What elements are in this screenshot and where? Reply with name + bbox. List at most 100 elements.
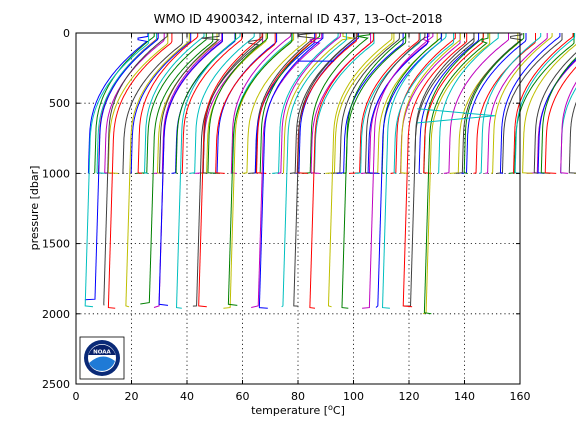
profile-line — [514, 33, 576, 174]
profile-line — [367, 33, 429, 174]
profile-line — [301, 33, 371, 174]
profile-line — [295, 33, 359, 174]
y-tick-labels: 0 500 1000 1500 2000 2500 — [42, 27, 70, 391]
profile-line — [137, 33, 199, 174]
profile-line — [423, 33, 484, 174]
annotations — [298, 60, 496, 124]
profile-line — [96, 33, 157, 174]
profile-line — [443, 33, 509, 174]
profile-line — [87, 33, 149, 174]
profile-line — [159, 33, 221, 174]
profile-line — [122, 33, 183, 174]
profile-line — [381, 33, 447, 309]
profile-line — [181, 33, 243, 174]
profile-line — [192, 33, 261, 307]
profile-line — [423, 33, 489, 315]
profile-line — [129, 33, 192, 174]
profile-line — [107, 33, 173, 309]
profile-line — [198, 33, 263, 308]
profile-line — [143, 33, 205, 174]
profile-line — [103, 33, 168, 306]
profile-line — [496, 33, 563, 174]
profile-line — [104, 33, 165, 174]
profile-line — [272, 33, 339, 174]
profile-line — [258, 33, 324, 309]
y-axis-label: pressure [dbar] — [28, 166, 41, 251]
profile-line — [402, 33, 468, 308]
profile-line — [463, 33, 525, 174]
profile-line — [94, 33, 155, 174]
profile-line — [259, 33, 321, 174]
x-axis-label-suffix: C] — [333, 404, 345, 417]
profile-line — [349, 33, 420, 174]
profile-line — [499, 33, 561, 174]
profile-line — [375, 33, 442, 308]
profile-line — [313, 33, 375, 174]
x-tick-label: 80 — [291, 390, 305, 403]
profile-line — [437, 33, 499, 174]
profile-line — [490, 33, 553, 174]
tick-marks — [75, 32, 521, 385]
y-tick-label: 500 — [49, 97, 70, 110]
profile-line — [537, 58, 576, 174]
profile-line — [422, 33, 491, 315]
profile-line — [251, 33, 323, 308]
profile-line — [485, 33, 548, 174]
profile-line — [508, 33, 575, 174]
profile-line — [207, 33, 268, 174]
profile-line — [364, 33, 426, 174]
profile-line — [283, 33, 353, 174]
y-tick-label: 2500 — [42, 378, 70, 391]
profile-line — [341, 33, 406, 309]
profile-line — [153, 33, 223, 174]
profile-line — [403, 33, 475, 307]
y-tick-label: 1500 — [42, 238, 70, 251]
profile-line — [227, 33, 293, 306]
profile-line — [277, 33, 341, 174]
profile-line — [544, 66, 576, 174]
x-tick-label: 20 — [125, 390, 139, 403]
y-tick-label: 1000 — [42, 167, 70, 180]
x-tick-label: 120 — [399, 390, 420, 403]
profile-line — [135, 33, 207, 174]
profile-line — [479, 33, 542, 174]
x-tick-label: 160 — [510, 390, 531, 403]
profile-line — [328, 33, 393, 308]
profile-line — [560, 81, 576, 174]
profile-line — [255, 33, 317, 174]
profile-line — [158, 33, 223, 306]
x-tick-label: 60 — [236, 390, 250, 403]
profile-line — [533, 52, 576, 174]
profile-line — [309, 33, 374, 309]
profile-line — [84, 33, 159, 301]
plot-area — [76, 33, 520, 384]
profile-line — [455, 33, 523, 174]
y-tick-label: 2000 — [42, 308, 70, 321]
spike-line — [417, 108, 496, 124]
x-axis-label: temperature [oC] — [251, 403, 345, 417]
profile-line — [230, 33, 292, 174]
logo-sky — [88, 344, 116, 355]
x-tick-label: 0 — [73, 390, 80, 403]
logo-wave — [89, 356, 115, 371]
profile-line — [140, 33, 214, 305]
x-tick-label: 40 — [180, 390, 194, 403]
profile-line — [400, 33, 461, 174]
profile-line — [157, 33, 218, 174]
profile-line — [189, 33, 255, 174]
profile-line — [540, 57, 576, 174]
x-tick-labels: 0 20 40 60 80 100 120 140 160 — [73, 390, 531, 403]
profile-line — [125, 33, 190, 308]
profile-line — [84, 33, 150, 308]
profile-line — [293, 33, 358, 307]
x-tick-label: 140 — [454, 390, 475, 403]
profile-line — [175, 33, 241, 309]
noaa-logo: NOAA — [79, 336, 125, 380]
logo-text: NOAA — [93, 350, 111, 356]
profile-line — [289, 33, 356, 174]
profile-line — [461, 33, 527, 174]
profile-line — [215, 33, 276, 174]
x-axis-label-degree: o — [328, 403, 333, 412]
profile-line — [418, 33, 480, 174]
